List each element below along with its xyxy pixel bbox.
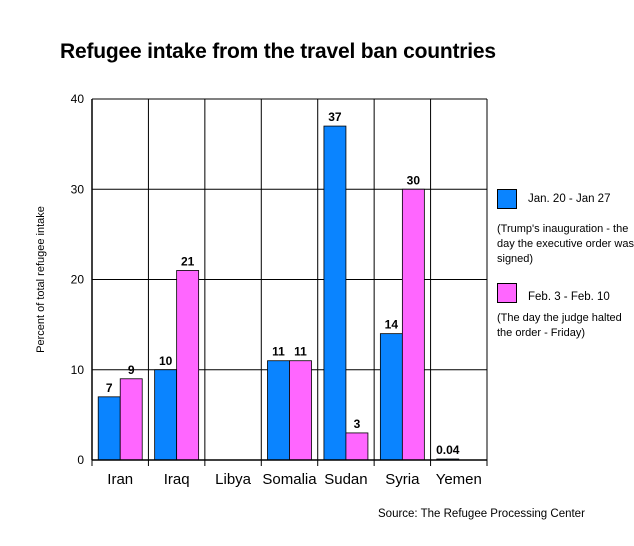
data-label: 11 [272, 345, 285, 359]
bar [345, 432, 369, 461]
data-label: 10 [159, 354, 173, 368]
x-tick-label: Somalia [262, 471, 317, 488]
bar [401, 188, 425, 461]
y-axis-label: Percent of total refugee intake [35, 206, 47, 353]
source-note: Source: The Refugee Processing Center [378, 508, 585, 520]
data-label: 3 [354, 417, 361, 431]
legend-swatch-series-1 [497, 189, 517, 209]
bar [289, 360, 312, 461]
legend-label-series-1: Jan. 20 - Jan 27 [528, 193, 611, 205]
data-label: 14 [385, 318, 399, 332]
bar [176, 270, 200, 461]
y-tick-label: 10 [71, 363, 85, 377]
data-label: 30 [407, 173, 421, 187]
x-tick-label: Iran [107, 471, 133, 488]
x-tick-label: Yemen [436, 471, 482, 488]
x-tick-label: Libya [215, 471, 252, 488]
y-tick-label: 40 [71, 92, 85, 106]
bar [323, 125, 347, 461]
data-label: 37 [328, 110, 342, 124]
x-tick-label: Sudan [324, 471, 367, 488]
bar [379, 333, 403, 461]
y-tick-label: 20 [71, 273, 85, 287]
y-tick-label: 30 [71, 182, 85, 196]
y-tick-label: 0 [77, 453, 84, 467]
data-label: 21 [181, 254, 195, 268]
legend-note-series-2: (The day the judge halted the order - Fr… [497, 312, 622, 339]
bar [154, 369, 178, 461]
legend-swatch-series-2 [497, 283, 517, 303]
bar [119, 378, 143, 461]
bar [267, 360, 290, 461]
bar [97, 396, 121, 461]
x-tick-label: Iraq [164, 471, 190, 488]
data-label: 9 [128, 363, 135, 377]
x-tick-label: Syria [385, 471, 420, 488]
data-label: 11 [294, 345, 307, 359]
chart-title: Refugee intake from the travel ban count… [60, 40, 496, 63]
legend-label-series-2: Feb. 3 - Feb. 10 [528, 291, 610, 303]
legend-note-series-1: (Trump's inauguration - the day the exec… [497, 223, 634, 265]
data-label: 7 [106, 381, 113, 395]
data-label: 0.04 [436, 443, 460, 457]
